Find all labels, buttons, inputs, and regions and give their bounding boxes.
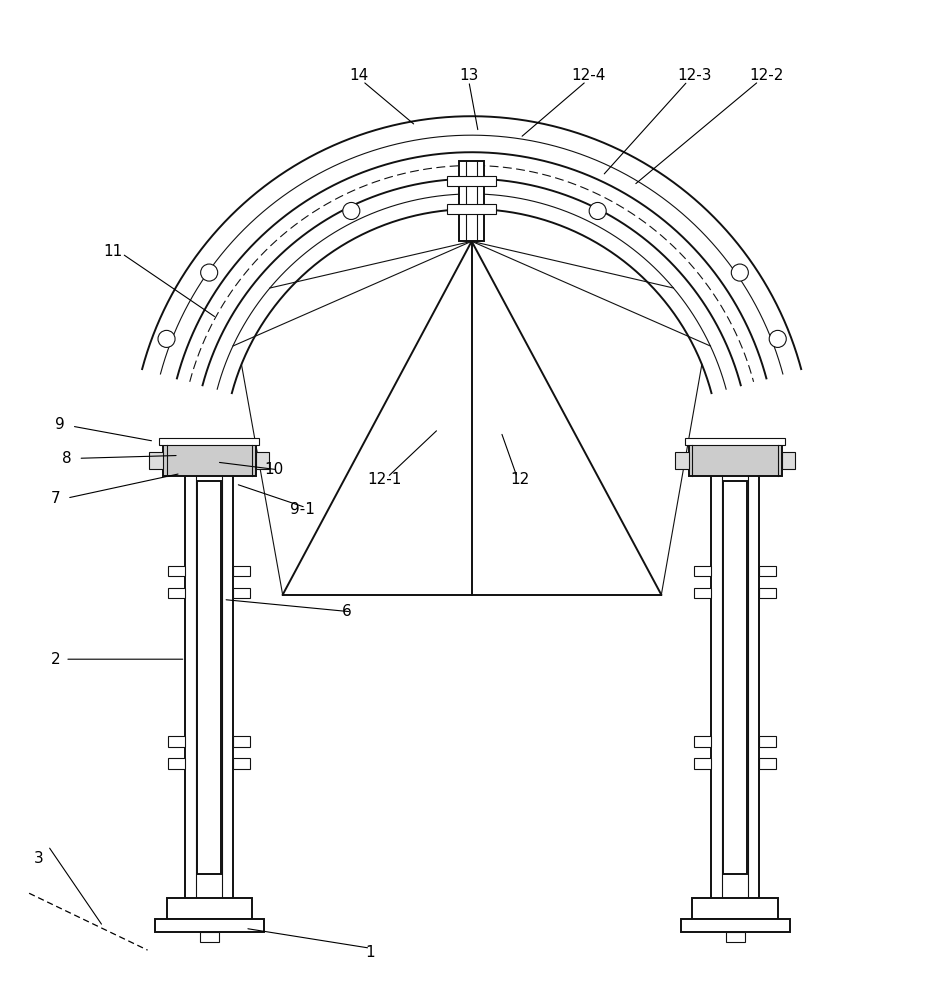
Bar (168, 566, 185, 576)
Text: 12: 12 (511, 472, 530, 487)
Text: 12-2: 12-2 (749, 68, 784, 83)
Text: 13: 13 (459, 68, 478, 83)
Bar (680, 919, 790, 932)
Bar (233, 758, 250, 769)
Bar (233, 588, 250, 598)
Text: 9: 9 (55, 417, 65, 432)
Bar (199, 932, 218, 942)
Circle shape (589, 202, 606, 220)
Circle shape (770, 330, 787, 347)
Bar (168, 588, 185, 598)
Bar (155, 919, 264, 932)
Bar (459, 161, 484, 241)
Bar (693, 898, 778, 919)
Circle shape (732, 264, 749, 281)
Bar (689, 445, 782, 476)
Bar (759, 736, 776, 747)
Bar (695, 736, 712, 747)
Text: 12-1: 12-1 (367, 472, 401, 487)
Bar (759, 588, 776, 598)
Text: 10: 10 (264, 462, 283, 477)
Bar (447, 204, 496, 214)
Text: 12-4: 12-4 (571, 68, 605, 83)
Circle shape (343, 202, 360, 220)
Bar (255, 452, 269, 469)
Bar (695, 566, 712, 576)
Text: 11: 11 (102, 244, 122, 259)
Bar (782, 452, 795, 469)
Circle shape (466, 183, 483, 201)
Bar (196, 481, 221, 874)
Bar (166, 898, 251, 919)
Bar (726, 932, 745, 942)
Bar (759, 566, 776, 576)
Bar (759, 758, 776, 769)
Bar (168, 758, 185, 769)
Bar (447, 176, 496, 186)
Text: 6: 6 (342, 604, 351, 619)
Bar (676, 452, 689, 469)
Text: 1: 1 (365, 945, 375, 960)
Bar (168, 736, 185, 747)
Bar (158, 438, 259, 445)
Bar (723, 481, 748, 874)
Text: 12-3: 12-3 (677, 68, 712, 83)
Circle shape (158, 330, 175, 347)
Text: 9-1: 9-1 (289, 502, 314, 517)
Bar (233, 566, 250, 576)
Bar (233, 736, 250, 747)
Bar (162, 445, 255, 476)
Bar (685, 438, 786, 445)
Bar (695, 588, 712, 598)
Bar (150, 452, 162, 469)
Text: 2: 2 (51, 652, 61, 667)
Text: 8: 8 (63, 451, 72, 466)
Text: 7: 7 (51, 491, 61, 506)
Text: 3: 3 (34, 851, 44, 866)
Bar (695, 758, 712, 769)
Text: 14: 14 (349, 68, 368, 83)
Circle shape (200, 264, 217, 281)
